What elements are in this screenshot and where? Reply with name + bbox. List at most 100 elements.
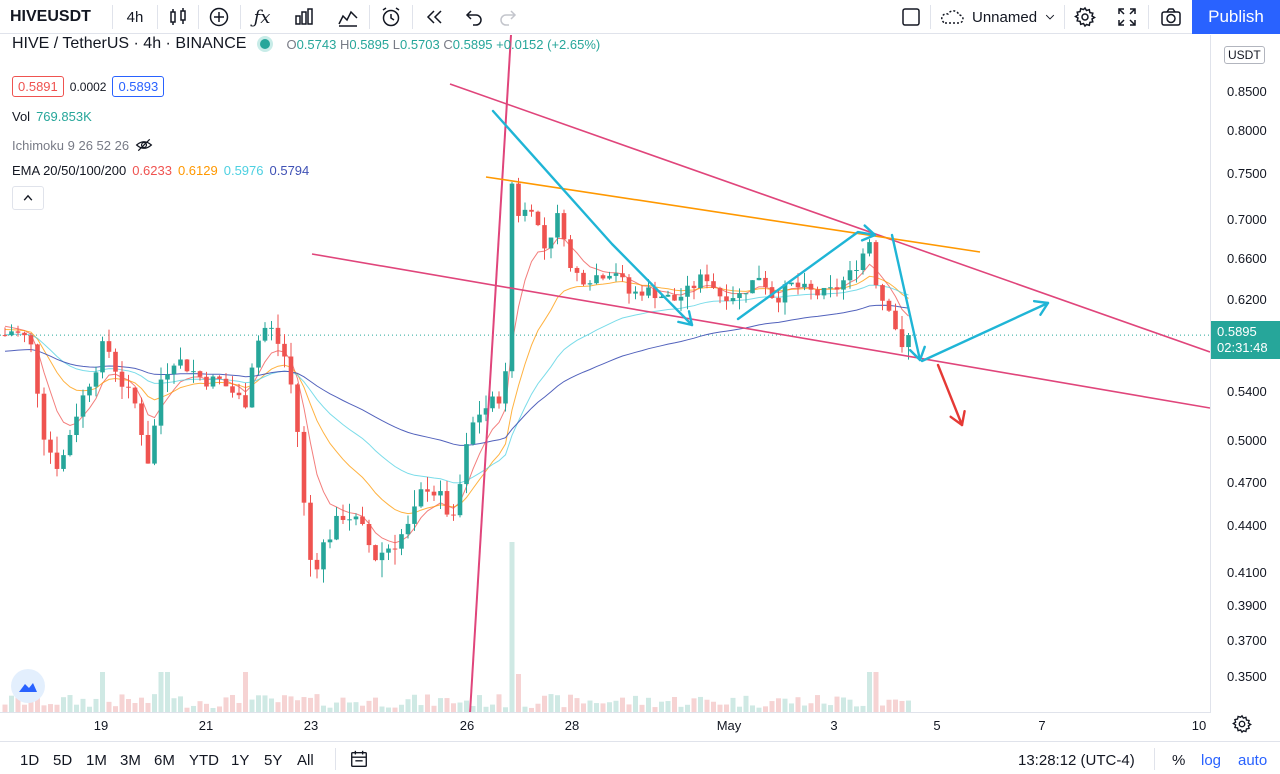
ichimoku-legend[interactable]: Ichimoku 9 26 52 26 [12,136,153,154]
candle-body [535,211,541,226]
tradingview-logo-icon[interactable] [11,669,45,703]
range-5d[interactable]: 5D [53,752,73,769]
spread-value: 0.0002 [69,79,107,94]
candle-body [802,283,807,288]
time-tick-label: May [716,718,742,733]
candle-body [373,545,378,561]
volume-bar [685,704,690,712]
range-all[interactable]: All [297,752,314,769]
volume-bar [210,707,216,712]
expand-icon[interactable] [1110,0,1144,34]
volume-bar [860,705,866,712]
candle-body [633,291,638,294]
candle-body [184,359,190,372]
ema-legend[interactable]: EMA 20/50/100/200 0.6233 0.6129 0.5976 0… [12,163,310,178]
ema-lines [4,237,909,544]
price-tick-label: 0.4700 [1227,475,1267,490]
volume-bar [243,672,248,712]
buy-price-button[interactable]: 0.5893 [112,76,165,97]
volume-bar [899,700,905,712]
candle-body [210,376,216,387]
candle-body [275,327,281,344]
drawings[interactable] [311,35,1210,713]
candle-body [607,275,612,279]
candle-body [386,548,391,553]
volume-bar [607,702,612,712]
clock-timezone[interactable]: 13:28:12 (UTC-4) [1018,752,1135,769]
range-5y[interactable]: 5Y [264,752,283,769]
candle-body [828,287,833,289]
undo-icon[interactable] [456,0,492,34]
candle-body [522,209,528,216]
candle-body [48,439,53,453]
candle-body [379,552,385,561]
range-ytd[interactable]: YTD [189,752,219,769]
volume-bar [93,698,99,712]
candle-body [542,225,547,249]
hidden-eye-icon[interactable] [135,136,153,154]
volume-bar [405,699,411,712]
gear-icon[interactable] [1068,0,1102,34]
percent-toggle[interactable]: % [1172,752,1186,769]
candle-body [730,298,736,302]
chart-pane[interactable] [0,35,1210,713]
price-axis[interactable]: 00.85000.80000.75000.70000.66000.62000.5… [1210,35,1280,713]
symbol-search[interactable]: HIVEUSDT [10,8,91,25]
volume-bar [392,707,398,712]
log-toggle[interactable]: log [1201,752,1222,769]
publish-button[interactable]: Publish [1192,0,1280,34]
volume-bar [457,702,463,712]
time-axis[interactable]: 19 21 23 26 28 May 3 5 7 10 [0,712,1210,740]
time-tick-label: 5 [933,718,941,733]
orange-trendline [485,176,981,253]
volume-bar [691,698,697,712]
chart-settings-gear-icon[interactable] [1232,714,1252,739]
candle-body [412,506,417,524]
candle-body [262,327,268,341]
replay-icon[interactable] [416,0,452,34]
add-indicator-icon[interactable] [201,0,237,34]
compare-icon[interactable] [330,0,366,34]
collapse-legend-button[interactable] [12,186,44,210]
currency-badge[interactable]: USDT [1224,46,1265,64]
candle-body [334,515,339,540]
range-1m[interactable]: 1M [86,752,107,769]
range-6m[interactable]: 6M [154,752,175,769]
candles-icon[interactable] [160,0,196,34]
symbol-description[interactable]: HIVE / TetherUS · 4h · BINANCE [12,35,247,52]
date-range-icon[interactable] [349,749,369,774]
volume-bar [191,705,196,712]
auto-toggle[interactable]: auto [1238,752,1268,769]
toolbar-divider [369,5,370,29]
fullscreen-square-icon[interactable] [894,0,928,34]
volume-bar [28,701,34,712]
redo-icon[interactable] [490,0,526,34]
templates-icon[interactable] [286,0,322,34]
sell-price-button[interactable]: 0.5891 [12,76,64,97]
alert-icon[interactable] [373,0,409,34]
volume-bar [893,699,898,712]
volume-bar [646,697,651,712]
volume-bar [743,695,749,712]
arrowhead [1032,299,1050,316]
candles [2,177,911,583]
range-1y[interactable]: 1Y [231,752,250,769]
fx-icon[interactable]: ƒx [253,6,271,28]
interval-button[interactable]: 4h [126,8,144,26]
volume-bar [327,707,333,712]
volume-bar [288,696,294,712]
candle-body [256,340,261,368]
layout-menu[interactable]: Unnamed [938,0,1062,34]
projection-arrow-drop [890,233,922,362]
volume-legend[interactable]: Vol 769.853K [12,109,92,124]
candle-body [425,489,430,492]
price-tick-label: 0.7500 [1227,166,1267,181]
time-tick-label: 28 [564,718,580,733]
price-tick-label: 0.3500 [1227,669,1267,684]
range-3m[interactable]: 3M [120,752,141,769]
price-chart[interactable] [0,35,1210,713]
volume-bar [600,703,606,712]
candle-body [340,515,346,520]
camera-icon[interactable] [1153,0,1189,34]
range-1d[interactable]: 1D [20,752,40,769]
